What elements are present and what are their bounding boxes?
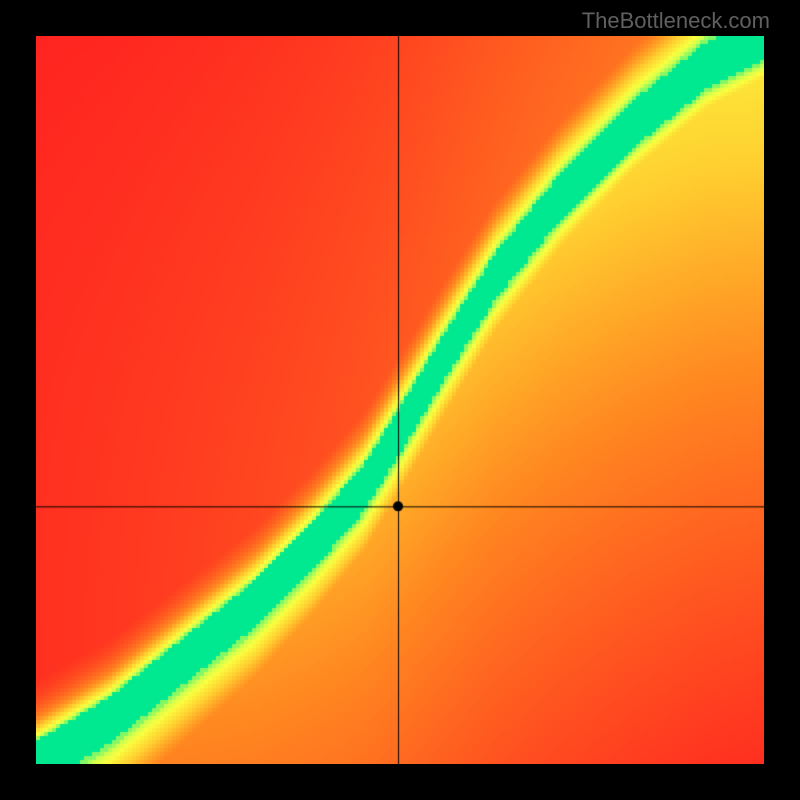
watermark-text: TheBottleneck.com bbox=[582, 8, 770, 34]
heatmap-canvas bbox=[36, 36, 764, 764]
heatmap-plot bbox=[36, 36, 764, 764]
